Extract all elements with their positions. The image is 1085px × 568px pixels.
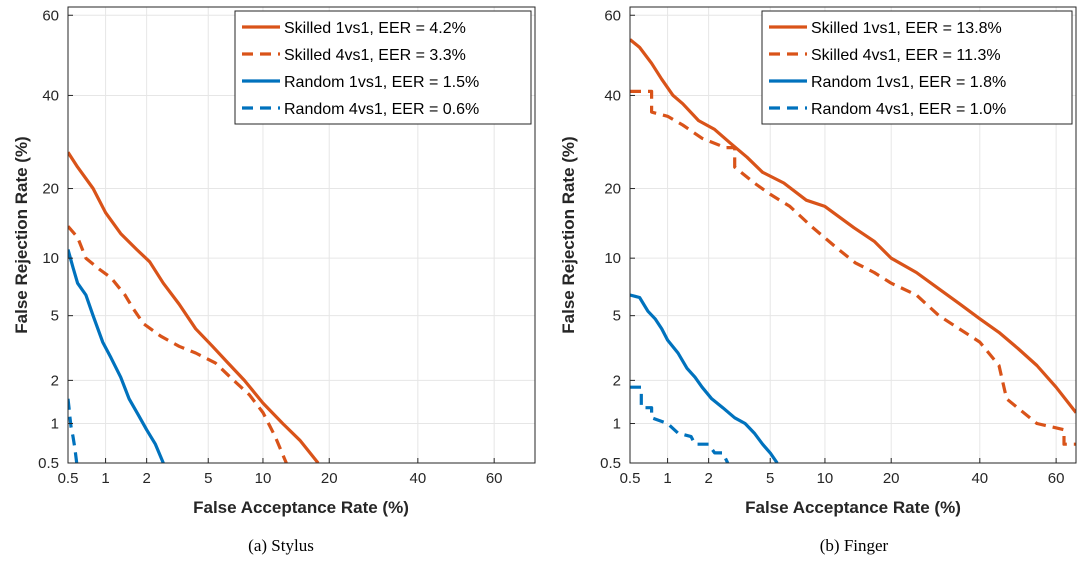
y-tick-label: 10 xyxy=(42,250,59,267)
legend-label-skilled-4vs1: Skilled 4vs1, EER = 3.3% xyxy=(284,47,466,64)
y-tick-label: 2 xyxy=(51,372,59,389)
y-tick-label: 0.5 xyxy=(600,455,621,472)
legend-label-skilled-1vs1: Skilled 1vs1, EER = 4.2% xyxy=(284,20,466,37)
x-tick-label: 2 xyxy=(142,470,150,487)
x-axis-label: False Acceptance Rate (%) xyxy=(193,498,409,517)
y-tick-label: 1 xyxy=(51,416,59,433)
x-tick-label: 1 xyxy=(663,470,671,487)
y-tick-label: 10 xyxy=(604,250,621,267)
legend-label-random-1vs1: Random 1vs1, EER = 1.5% xyxy=(284,74,479,91)
x-axis-label: False Acceptance Rate (%) xyxy=(745,498,961,517)
chart-panel-finger: 0.5 1 2 5 10 20 40 60 0.5 1 2 5 10 20 40 60 False Accept… xyxy=(559,7,1076,555)
y-tick-label: 5 xyxy=(613,308,621,325)
caption-finger: (b) Finger xyxy=(820,536,889,555)
y-tick-label: 20 xyxy=(42,181,59,198)
legend: Skilled 1vs1, EER = 4.2% Skilled 4vs1, EE… xyxy=(235,11,531,124)
x-tick-label: 60 xyxy=(1048,470,1065,487)
y-tick-label: 40 xyxy=(42,87,59,104)
x-tick-label: 2 xyxy=(704,470,712,487)
x-tick-label: 0.5 xyxy=(58,470,79,487)
legend: Skilled 1vs1, EER = 13.8% Skilled 4vs1, E… xyxy=(762,11,1072,124)
y-tick-label: 60 xyxy=(604,7,621,24)
y-axis-label: False Rejection Rate (%) xyxy=(12,136,31,333)
y-tick-label: 2 xyxy=(613,372,621,389)
chart-panel-stylus: 0.5 1 2 5 10 20 40 60 0.5 1 2 5 10 20 40 60 False Accept… xyxy=(12,7,535,555)
x-tick-label: 10 xyxy=(817,470,834,487)
y-tick-label: 20 xyxy=(604,181,621,198)
x-tick-label: 20 xyxy=(321,470,338,487)
x-tick-label: 5 xyxy=(766,470,774,487)
x-tick-label: 1 xyxy=(101,470,109,487)
y-tick-label: 40 xyxy=(604,87,621,104)
caption-stylus: (a) Stylus xyxy=(248,536,314,555)
legend-label-random-1vs1: Random 1vs1, EER = 1.8% xyxy=(811,74,1006,91)
x-tick-label: 40 xyxy=(971,470,988,487)
x-tick-label: 5 xyxy=(204,470,212,487)
legend-label-random-4vs1: Random 4vs1, EER = 0.6% xyxy=(284,101,479,118)
legend-label-skilled-1vs1: Skilled 1vs1, EER = 13.8% xyxy=(811,20,1002,37)
y-axis-label: False Rejection Rate (%) xyxy=(559,136,578,333)
legend-label-random-4vs1: Random 4vs1, EER = 1.0% xyxy=(811,101,1006,118)
x-tick-label: 20 xyxy=(883,470,900,487)
y-tick-label: 0.5 xyxy=(38,455,59,472)
x-tick-label: 60 xyxy=(486,470,503,487)
legend-label-skilled-4vs1: Skilled 4vs1, EER = 11.3% xyxy=(811,47,1001,64)
y-tick-label: 5 xyxy=(51,308,59,325)
x-tick-label: 40 xyxy=(410,470,427,487)
x-tick-label: 0.5 xyxy=(620,470,641,487)
x-tick-label: 10 xyxy=(255,470,272,487)
y-tick-label: 1 xyxy=(613,416,621,433)
y-tick-label: 60 xyxy=(42,7,59,24)
